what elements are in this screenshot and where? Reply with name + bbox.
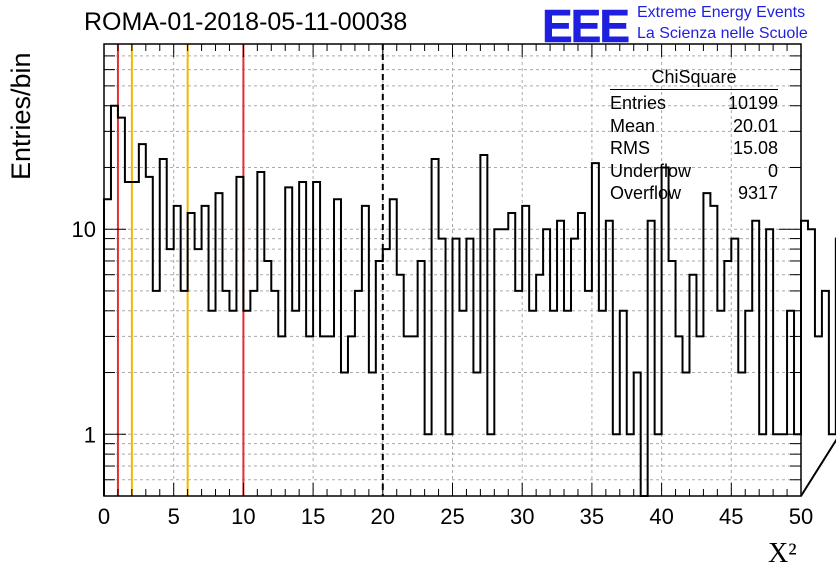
cut-lines xyxy=(116,44,384,496)
stats-label: Overflow xyxy=(610,183,682,204)
logo-line-2: La Scienza nelle Scuole xyxy=(637,25,808,42)
axes: 0 5 10 15 20 25 30 35 40 45 50 1 10 xyxy=(72,43,813,529)
stats-row: Mean 20.01 xyxy=(610,115,778,138)
stats-row: Overflow 9317 xyxy=(610,182,778,205)
stats-label: RMS xyxy=(610,138,650,159)
x-tick-label: 35 xyxy=(580,504,604,529)
x-tick-label: 0 xyxy=(98,504,110,529)
stats-divider xyxy=(610,89,778,90)
stats-box: ChiSquare Entries 10199 Mean 20.01 RMS 1… xyxy=(610,66,778,205)
eee-logo-text: EEE xyxy=(542,2,628,46)
stats-label: Mean xyxy=(610,115,656,136)
y-axis-label: Entries/bin xyxy=(6,52,36,180)
stats-label: Entries xyxy=(610,93,667,113)
x-tick-label: 10 xyxy=(231,504,255,529)
y-tick-label: 10 xyxy=(72,217,96,242)
x-axis-label: X² xyxy=(768,538,797,569)
x-tick-label: 25 xyxy=(440,504,464,529)
stats-value: 15.08 xyxy=(732,138,778,159)
y-tick-label: 1 xyxy=(84,422,96,447)
eee-logo-icon: EEE xyxy=(542,2,631,46)
plot-title: ROMA-01-2018-05-11-00038 xyxy=(84,8,408,36)
x-tick-label: 45 xyxy=(719,504,743,529)
x-tick-label: 40 xyxy=(649,504,673,529)
x-tick-label: 15 xyxy=(301,504,325,529)
x-tick-label: 30 xyxy=(510,504,534,529)
stats-value: 20.01 xyxy=(732,115,778,136)
x-tick-label: 5 xyxy=(168,504,180,529)
stats-value: 0 xyxy=(767,160,778,181)
stats-row: Underflow 0 xyxy=(610,160,778,183)
x-tick-label: 20 xyxy=(371,504,395,529)
stats-title: ChiSquare xyxy=(651,67,737,87)
stats-row: RMS 15.08 xyxy=(610,137,778,160)
stats-value: 10199 xyxy=(727,93,778,113)
stats-row: Entries 10199 xyxy=(610,92,778,115)
x-tick-label: 50 xyxy=(789,504,813,529)
logo-line-1: Extreme Energy Events xyxy=(637,4,806,21)
stats-label: Underflow xyxy=(610,160,692,181)
stats-value: 9317 xyxy=(737,183,778,204)
